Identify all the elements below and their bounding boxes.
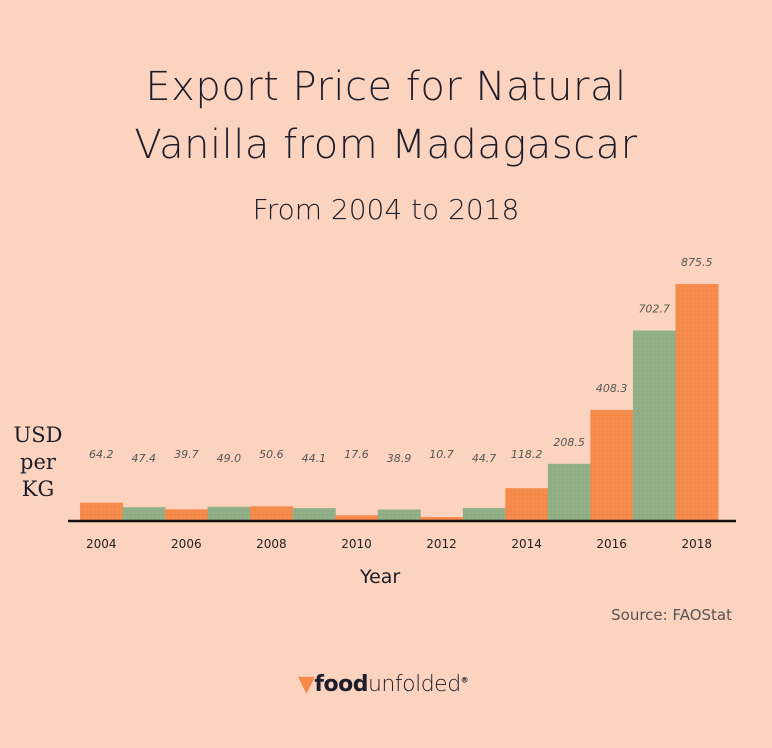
bar-texture [335,515,379,520]
value-label: 208.5 [553,436,585,449]
value-label: 50.6 [259,448,284,461]
title-line-1: Export Price for Natural [145,64,627,110]
x-tick-label: 2008 [256,537,287,551]
value-label: 44.1 [302,452,327,465]
chart-subtitle: From 2004 to 2018 [252,193,520,226]
bar-texture [675,284,719,520]
bar-texture [462,507,506,520]
bar-texture [80,502,124,520]
bar-texture [250,506,294,520]
logo-light: unfolded [367,672,461,697]
foodunfolded-logo: ▼foodunfolded® [298,672,469,697]
x-tick-label: 2006 [171,537,202,551]
value-label: 44.7 [472,452,497,465]
value-label: 408.3 [596,382,628,395]
x-tick-label: 2012 [426,537,457,551]
y-label-line: KG [21,477,55,501]
value-label: 875.5 [681,256,713,269]
x-tick-label: 2004 [86,537,117,551]
bar-texture [377,509,421,520]
value-label: 38.9 [387,452,412,465]
source-note: Source: FAOStat [611,606,732,624]
x-tick-label: 2014 [511,537,542,551]
logo-registered: ® [460,675,469,685]
bar-texture [420,517,464,520]
logo-bold: food [314,672,368,697]
title-line-2: Vanilla from Madagascar [134,122,638,168]
chart-title: Export Price for Natural Vanilla from Ma… [0,58,772,174]
carrot-icon: ▼ [298,672,315,697]
value-label: 64.2 [89,448,114,461]
value-label: 118.2 [511,448,543,461]
x-tick-label: 2010 [341,537,372,551]
bar-texture [122,507,166,520]
value-label: 39.7 [174,448,199,461]
value-label: 702.7 [638,303,670,316]
x-tick-label: 2016 [596,537,627,551]
y-label-line: per [20,450,56,474]
value-label: 17.6 [344,448,369,461]
value-label: 47.4 [132,452,157,465]
value-label: 49.0 [217,452,242,465]
value-label: 10.7 [429,448,454,461]
x-axis-label: Year [360,566,401,588]
bar-texture [505,488,549,520]
bar-texture [632,330,676,520]
bar-texture [590,409,634,520]
y-axis-label: USD per KG [10,422,66,503]
x-tick-label: 2018 [681,537,712,551]
y-label-line: USD [13,423,63,447]
bar-texture [207,506,251,520]
bar-texture [292,508,336,520]
bar-texture [165,509,209,520]
bar-texture [547,463,591,520]
